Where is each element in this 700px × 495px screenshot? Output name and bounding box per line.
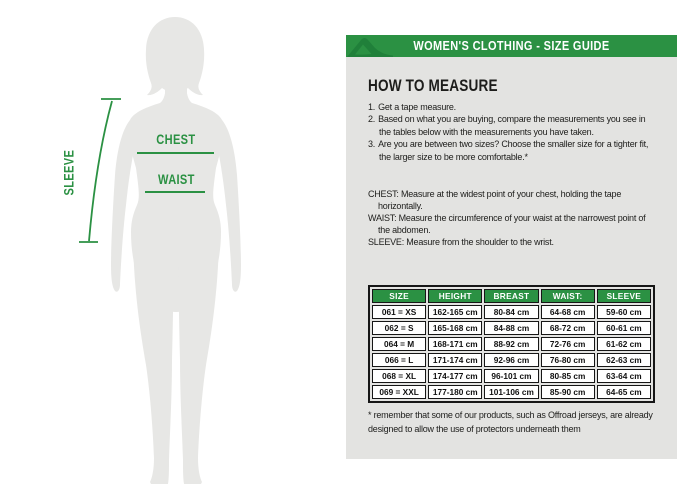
size-table-cell: 64-68 cm	[540, 305, 595, 319]
measure-step: 1. Get a tape measure.	[368, 101, 655, 113]
size-table-cell: 60-61 cm	[596, 321, 651, 335]
sleeve-measure-line	[79, 98, 121, 243]
how-to-measure-heading: HOW TO MEASURE	[368, 76, 498, 95]
size-table-cell: 064 = M	[372, 337, 427, 351]
measure-definition: CHEST: Measure at the widest point of yo…	[368, 189, 622, 211]
size-table-cell: 80-84 cm	[484, 305, 539, 319]
size-table-header-row: SIZE HEIGHT BREAST WAIST: SLEEVE	[372, 289, 651, 303]
page-title: WOMEN'S CLOTHING - SIZE GUIDE	[413, 39, 610, 53]
measure-steps: 1. Get a tape measure. 2. Based on what yo…	[368, 101, 655, 163]
size-table-cell: 162-165 cm	[428, 305, 483, 319]
size-table-cell: 069 = XXL	[372, 385, 427, 399]
size-table-cell: 96-101 cm	[484, 369, 539, 383]
size-table-cell: 101-106 cm	[484, 385, 539, 399]
size-table-head: SIZE HEIGHT BREAST WAIST: SLEEVE	[372, 289, 651, 303]
size-table-header-cell: HEIGHT	[428, 289, 483, 303]
size-table-cell: 80-85 cm	[540, 369, 595, 383]
footnote: * remember that some of our products, su…	[368, 410, 653, 434]
acerbis-logo-icon	[347, 38, 393, 57]
size-table-cell: 61-62 cm	[596, 337, 651, 351]
size-table-row: 062 = S 165-168 cm 84-88 cm 68-72 cm 60-…	[372, 321, 651, 335]
waist-label: WAIST	[157, 172, 195, 187]
chest-label: CHEST	[156, 132, 196, 147]
size-table-cell: 59-60 cm	[596, 305, 651, 319]
step-number: 2.	[368, 114, 376, 125]
measure-step: 3. Are you are between two sizes? Choose …	[368, 138, 655, 163]
size-table-header-cell: BREAST	[484, 289, 539, 303]
size-table-cell: 066 = L	[372, 353, 427, 367]
size-table-cell: 174-177 cm	[428, 369, 483, 383]
size-table-cell: 62-63 cm	[596, 353, 651, 367]
step-text: Are you are between two sizes? Choose th…	[378, 139, 649, 162]
size-table-cell: 165-168 cm	[428, 321, 483, 335]
sleeve-label: SLEEVE	[61, 149, 77, 196]
size-table-cell: 177-180 cm	[428, 385, 483, 399]
size-table-header-cell: WAIST:	[540, 289, 595, 303]
size-table-cell: 88-92 cm	[484, 337, 539, 351]
size-table-cell: 76-80 cm	[540, 353, 595, 367]
step-text: Based on what you are buying, compare th…	[378, 114, 646, 137]
size-table-cell: 63-64 cm	[596, 369, 651, 383]
size-table-cell: 068 = XL	[372, 369, 427, 383]
size-table-row: 064 = M 168-171 cm 88-92 cm 72-76 cm 61-…	[372, 337, 651, 351]
measure-step: 2. Based on what you are buying, compare …	[368, 113, 655, 138]
size-table-cell: 72-76 cm	[540, 337, 595, 351]
step-number: 1.	[368, 102, 376, 112]
size-table-row: 068 = XL 174-177 cm 96-101 cm 80-85 cm 6…	[372, 369, 651, 383]
female-silhouette	[79, 17, 241, 484]
size-table-cell: 171-174 cm	[428, 353, 483, 367]
size-table: SIZE HEIGHT BREAST WAIST: SLEEVE 061 = X…	[368, 285, 655, 403]
size-table-row: 066 = L 171-174 cm 92-96 cm 76-80 cm 62-…	[372, 353, 651, 367]
size-table-row: 069 = XXL 177-180 cm 101-106 cm 85-90 cm…	[372, 385, 651, 399]
size-table-cell: 061 = XS	[372, 305, 427, 319]
size-table-header-cell: SLEEVE	[596, 289, 651, 303]
size-table-row: 061 = XS 162-165 cm 80-84 cm 64-68 cm 59…	[372, 305, 651, 319]
size-table-cell: 92-96 cm	[484, 353, 539, 367]
size-table-cell: 68-72 cm	[540, 321, 595, 335]
step-text: Get a tape measure.	[378, 102, 456, 112]
size-table-header-cell: SIZE	[372, 289, 427, 303]
measure-definition: WAIST: Measure the circumference of your…	[368, 213, 646, 235]
measure-definitions: CHEST: Measure at the widest point of yo…	[368, 188, 658, 248]
size-table-cell: 168-171 cm	[428, 337, 483, 351]
size-table-body: 061 = XS 162-165 cm 80-84 cm 64-68 cm 59…	[372, 305, 651, 399]
size-table-cell: 84-88 cm	[484, 321, 539, 335]
size-table-cell: 062 = S	[372, 321, 427, 335]
step-number: 3.	[368, 139, 376, 150]
size-table-cell: 64-65 cm	[596, 385, 651, 399]
measure-definition: SLEEVE: Measure from the shoulder to the…	[368, 237, 554, 247]
size-table-cell: 85-90 cm	[540, 385, 595, 399]
title-bar: WOMEN'S CLOTHING - SIZE GUIDE	[346, 35, 677, 57]
